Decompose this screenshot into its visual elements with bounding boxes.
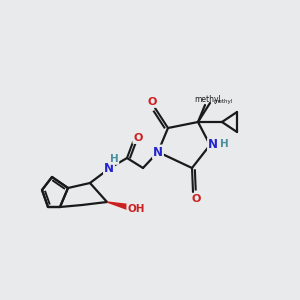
Text: H: H xyxy=(110,154,118,164)
Text: O: O xyxy=(191,194,201,204)
Polygon shape xyxy=(107,202,129,209)
Text: OH: OH xyxy=(127,204,145,214)
Text: H: H xyxy=(220,139,228,149)
Text: O: O xyxy=(147,97,157,107)
Text: N: N xyxy=(104,161,114,175)
Text: methyl: methyl xyxy=(213,98,232,104)
Text: N: N xyxy=(153,146,163,158)
Text: N: N xyxy=(208,139,218,152)
Text: methyl: methyl xyxy=(195,95,221,104)
Text: O: O xyxy=(133,133,143,143)
